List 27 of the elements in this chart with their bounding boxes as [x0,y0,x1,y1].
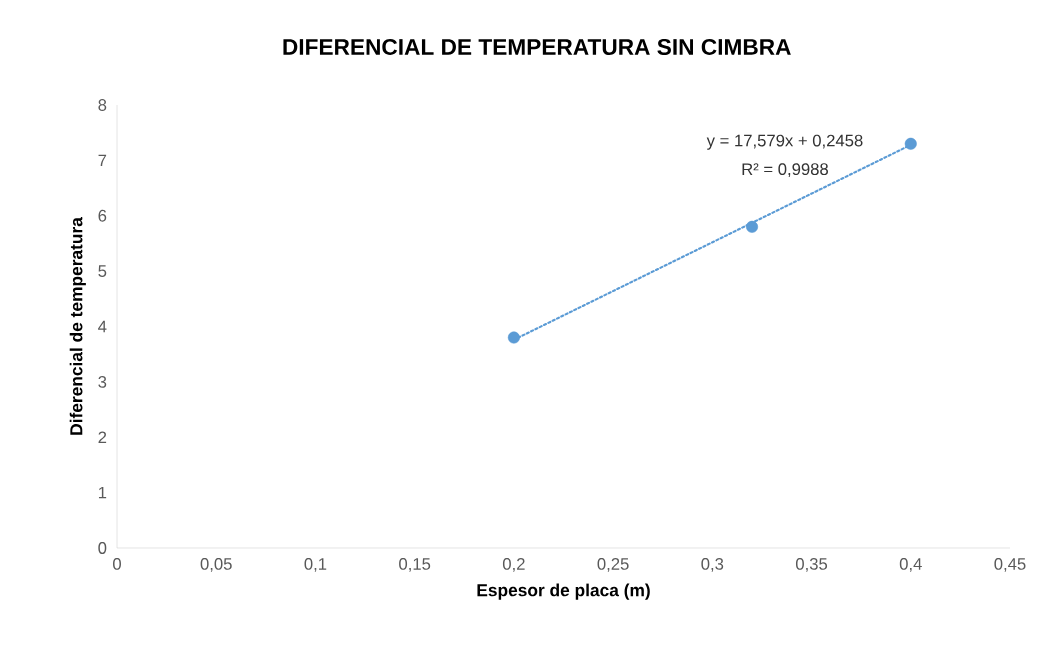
y-tick-label: 6 [98,209,107,222]
x-tick-label: 0,4 [899,558,922,572]
x-axis-title: Espesor de placa (m) [477,583,650,600]
annotation: y = 17,579x + 0,2458 [706,134,863,150]
annotation: R² = 0,9988 [742,163,828,178]
x-tick-label: 0,25 [597,558,629,572]
y-axis-title: Diferencial de temperatura [69,217,86,435]
x-tick-label: 0,15 [399,558,431,572]
y-tick-label: 0 [98,542,107,554]
y-tick-label: 2 [98,431,107,444]
y-tick-label: 3 [98,375,107,388]
y-tick-label: 8 [98,99,107,111]
chart-title: DIFERENCIAL DE TEMPERATURA SIN CIMBRA [283,38,791,55]
y-tick-label: 4 [98,320,107,333]
point [507,331,520,344]
x-tick-label: 0 [113,558,121,570]
x-tick-label: 0,1 [304,558,327,572]
x-tick-label: 0,35 [795,558,828,572]
y-tick-label: 5 [98,265,107,277]
x-tick-label: 0,2 [502,558,525,572]
point [904,137,917,150]
x-tick-label: 0,3 [701,558,724,572]
point [746,220,759,233]
x-tick-label: 0,05 [200,558,232,572]
x-tick-label: 0,45 [994,558,1026,572]
y-tick-label: 1 [98,486,107,499]
y-tick-label: 7 [98,154,107,167]
